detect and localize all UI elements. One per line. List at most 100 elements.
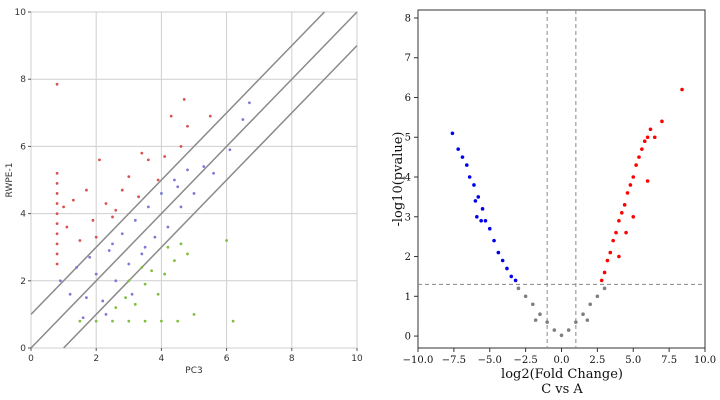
reference-line [30, 11, 358, 349]
point-up [55, 82, 59, 86]
point-down [186, 252, 189, 256]
point-up [634, 163, 638, 167]
point-up [55, 171, 59, 175]
point-down [124, 296, 127, 299]
point-mid [228, 148, 232, 152]
point-up [179, 145, 183, 148]
point-neutral [602, 286, 607, 291]
point-up [55, 222, 59, 226]
plot-frame-right [417, 9, 706, 349]
point-down [78, 319, 82, 323]
point-mid [104, 313, 108, 316]
point-up [55, 212, 59, 216]
point-up [619, 211, 624, 215]
point-down [472, 183, 476, 187]
point-up [182, 97, 186, 101]
x-axis-label-right: log2(Fold Change) [501, 367, 623, 382]
point-up [140, 151, 144, 155]
threshold-lines-right [418, 10, 705, 348]
point-down [492, 238, 496, 243]
x-tick-label: 0 [28, 354, 34, 364]
point-up [114, 208, 118, 212]
point-down [127, 279, 131, 283]
point-down [450, 131, 455, 136]
point-mid [179, 205, 183, 209]
point-down [500, 258, 505, 263]
y-tick-label: 8 [20, 75, 26, 85]
x-tick-label: −10.0 [403, 355, 434, 366]
point-up [55, 232, 59, 236]
y-ticks-left: 0 2 4 6 8 10 [15, 8, 31, 354]
point-down [479, 218, 483, 223]
point-up [55, 192, 59, 195]
point-down [173, 259, 176, 263]
point-up [78, 239, 82, 242]
y-tick-label: 4 [405, 173, 411, 184]
point-mid [212, 171, 215, 175]
point-down [140, 265, 144, 269]
y-tick-label: 7 [405, 53, 411, 64]
point-up [94, 235, 98, 239]
point-mid [160, 192, 163, 195]
point-down [176, 319, 180, 323]
y-axis-label-right: -log10(pvalue) [391, 131, 406, 226]
point-neutral [538, 312, 542, 317]
point-up [605, 258, 610, 263]
point-neutral [533, 318, 538, 322]
point-up [186, 124, 189, 128]
point-down [513, 278, 518, 283]
point-mid [81, 316, 85, 320]
point-down [487, 226, 492, 231]
point-down [143, 282, 147, 286]
point-up [85, 188, 88, 192]
point-up [642, 139, 647, 144]
point-down [475, 214, 479, 219]
reference-line [63, 45, 358, 349]
point-down [464, 163, 469, 167]
point-down [505, 266, 509, 271]
x-tick-label: 6 [224, 354, 230, 364]
x-tick-label: 10 [351, 354, 363, 364]
point-up [625, 191, 630, 195]
y-tick-label: 6 [20, 142, 26, 152]
points-left [55, 82, 251, 323]
x-ticks-right: −10.0 −7.5 −5.0 −2.5 0.0 2.5 5.0 7.5 10.0 [403, 348, 716, 366]
point-mid [202, 165, 206, 168]
point-up [120, 188, 124, 192]
point-up [640, 147, 644, 151]
point-up [146, 158, 150, 162]
point-down [143, 319, 147, 323]
point-up [169, 114, 173, 118]
point-up [65, 225, 69, 229]
point-down [133, 302, 137, 306]
y-tick-label: 4 [20, 210, 26, 220]
point-down [160, 319, 163, 323]
point-mid [114, 279, 118, 283]
point-up [628, 183, 633, 187]
y-tick-label: 10 [15, 8, 27, 18]
point-down [179, 242, 183, 246]
point-mid [130, 292, 134, 296]
point-up [631, 175, 636, 179]
point-mid [186, 168, 189, 172]
point-neutral [588, 302, 592, 307]
x-tick-label: 10.0 [694, 355, 716, 366]
x-tick-label: 5.0 [625, 355, 641, 366]
point-mid [173, 178, 176, 182]
point-mid [111, 242, 114, 246]
point-neutral [585, 318, 590, 322]
point-mid [75, 265, 79, 269]
point-mid [88, 255, 92, 259]
point-up [137, 195, 140, 199]
x-tick-label: 4 [159, 354, 165, 364]
point-neutral [531, 302, 535, 307]
point-neutral [545, 320, 549, 324]
point-mid [140, 252, 144, 256]
y-axis-label-left: RWPE-1 [5, 163, 15, 198]
point-up [614, 230, 618, 235]
point-up [55, 181, 59, 185]
point-up [631, 214, 636, 219]
point-neutral [523, 294, 528, 299]
x-axis-label-left: PC3 [185, 366, 202, 376]
